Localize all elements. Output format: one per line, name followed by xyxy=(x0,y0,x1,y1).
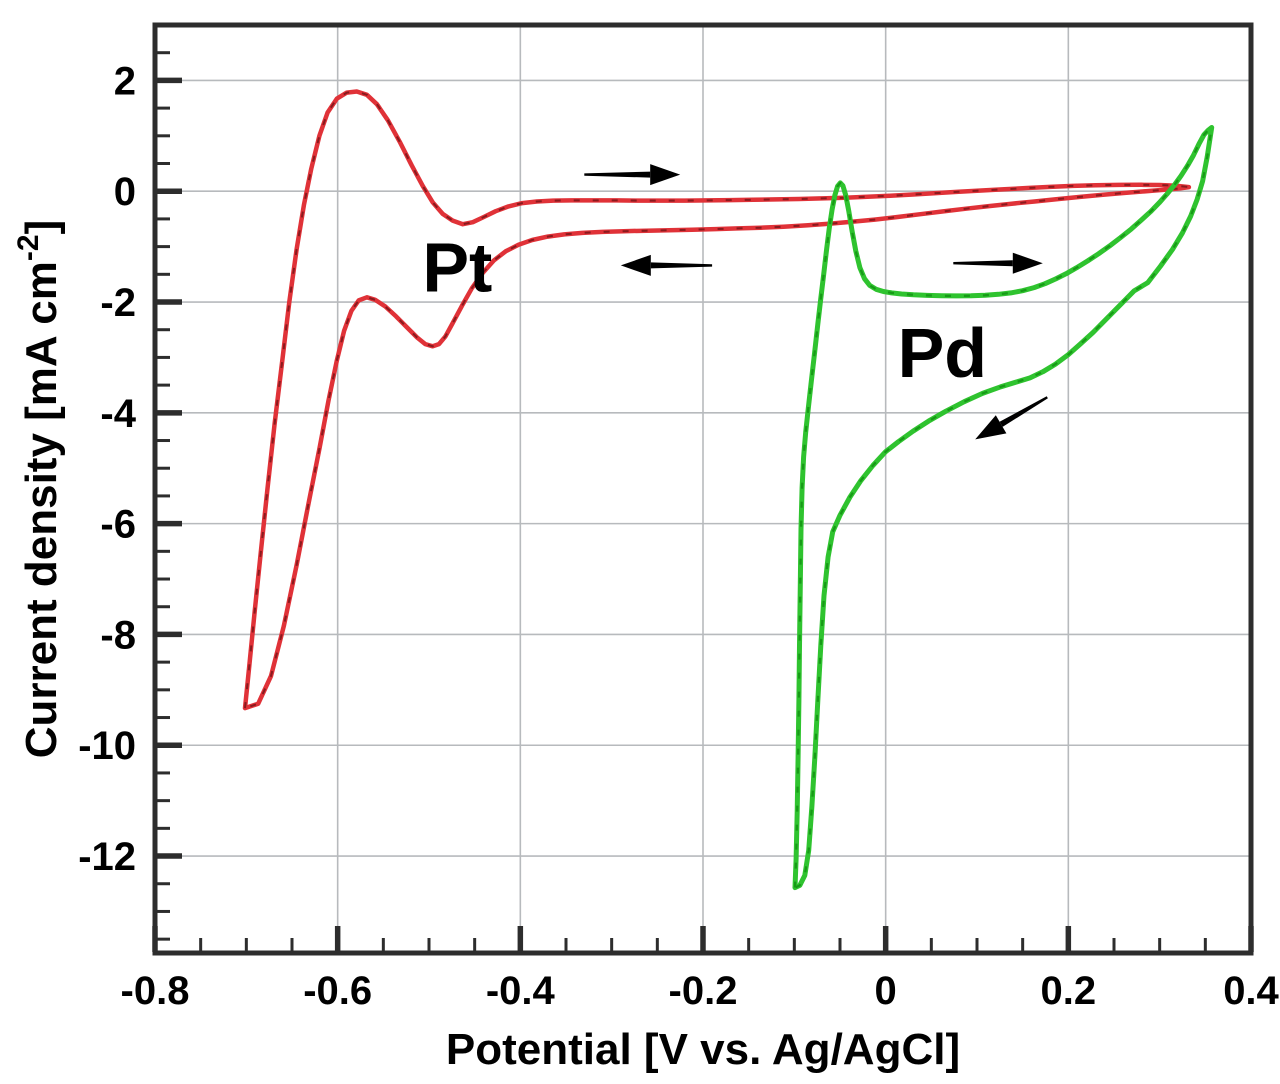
pd-curve-markers xyxy=(793,126,1213,889)
pd-curve xyxy=(792,125,1215,891)
arrow-shaft xyxy=(999,396,1048,427)
y-tick-label: -10 xyxy=(78,724,136,768)
arrow-head xyxy=(975,415,1007,440)
series-label-pt: Pt xyxy=(422,229,492,307)
series-annotations: Pt Pd xyxy=(422,229,987,392)
x-tick-label: -0.2 xyxy=(669,969,738,1013)
arrow-head xyxy=(650,164,681,186)
x-tick-label: -0.6 xyxy=(303,969,372,1013)
y-axis-title-end: ] xyxy=(17,220,66,235)
pt-curve-markers xyxy=(243,90,1190,710)
y-axis-title-main: Current density [mA cm xyxy=(17,261,66,758)
arrow-head xyxy=(620,254,651,276)
arrow-shaft xyxy=(650,262,713,269)
x-tick-label: 0.4 xyxy=(1223,969,1279,1013)
arrow-head xyxy=(1012,252,1043,274)
y-tick-label: -12 xyxy=(78,835,136,879)
x-tick-label: 0.2 xyxy=(1041,969,1097,1013)
series-label-pd: Pd xyxy=(898,314,987,392)
scan-direction-arrows xyxy=(584,164,1048,440)
y-axis-title-superscript: -2 xyxy=(12,234,45,261)
x-tick-label: -0.4 xyxy=(486,969,556,1013)
y-tick-label: 2 xyxy=(114,59,136,103)
y-tick-label: -6 xyxy=(100,503,136,547)
x-tick-label: 0 xyxy=(875,969,897,1013)
pt-curve xyxy=(242,89,1192,711)
y-tick-label: 0 xyxy=(114,170,136,214)
y-tick-label: -4 xyxy=(100,392,136,436)
y-tick-label: -8 xyxy=(100,613,136,657)
arrow-shaft xyxy=(584,171,651,178)
axis-ticks xyxy=(152,51,1254,952)
x-axis-title: Potential [V vs. Ag/AgCl] xyxy=(446,1025,960,1074)
plot-border xyxy=(152,22,1254,956)
x-tick-label: -0.8 xyxy=(121,969,190,1013)
arrow-shaft xyxy=(953,260,1013,267)
y-axis-title: Current density [mA cm-2] xyxy=(12,220,66,758)
curves xyxy=(242,89,1215,891)
gridlines xyxy=(155,25,1251,953)
y-tick-label: -2 xyxy=(100,281,136,325)
tick-labels: -0.8 -0.6 -0.4 -0.2 0 0.2 0.4 2 0 -2 -4 -6 -8 -10 -12 xyxy=(78,59,1279,1013)
